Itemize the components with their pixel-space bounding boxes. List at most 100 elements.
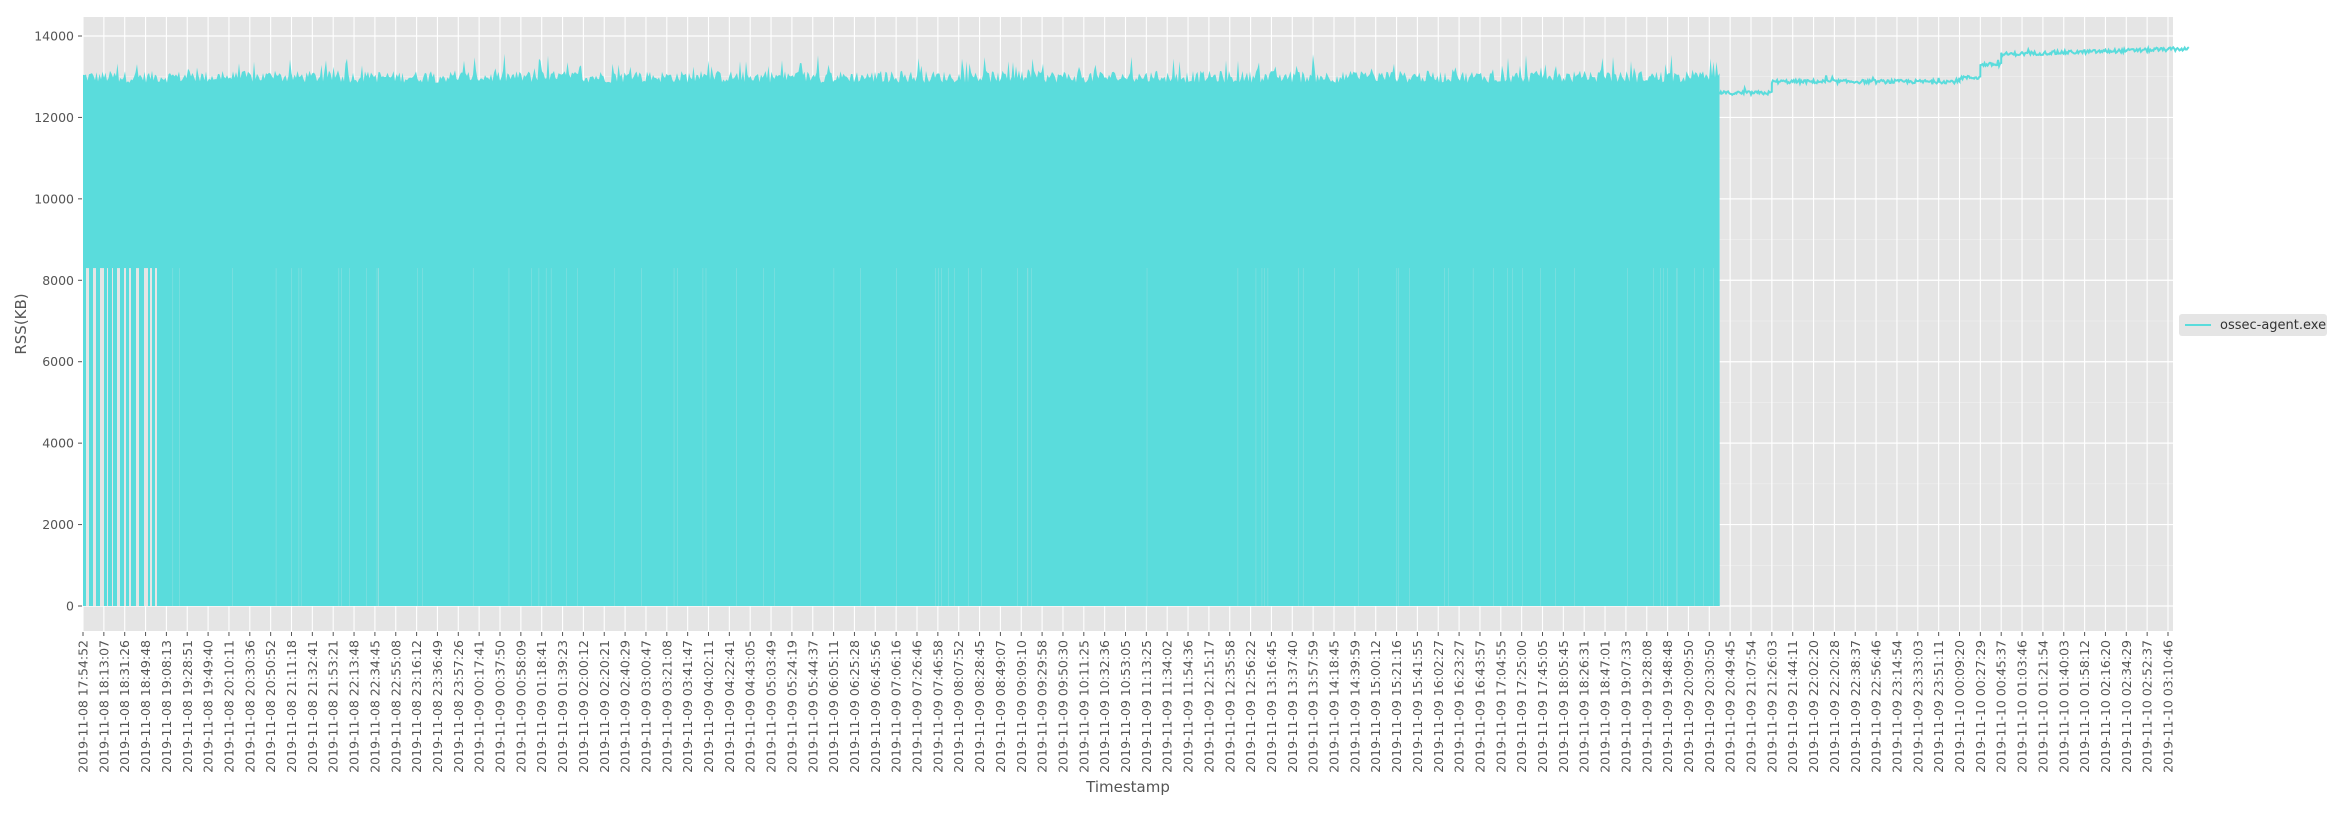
x-tick-label: 2019-11-09 22:38:37 — [1848, 640, 1863, 773]
x-tick-label: 2019-11-09 09:29:58 — [1035, 640, 1050, 773]
x-tick-label: 2019-11-10 02:34:29 — [2119, 640, 2134, 773]
x-axis-label: Timestamp — [1085, 778, 1170, 796]
x-tick-label: 2019-11-09 11:54:36 — [1181, 640, 1196, 773]
x-tick-label: 2019-11-09 11:34:02 — [1160, 640, 1175, 773]
x-tick-label: 2019-11-09 05:03:49 — [764, 640, 779, 773]
x-tick-label: 2019-11-09 13:16:45 — [1264, 640, 1279, 773]
x-tick-label: 2019-11-09 10:11:25 — [1076, 640, 1091, 773]
x-tick-label: 2019-11-09 02:20:21 — [597, 640, 612, 773]
x-tick-label: 2019-11-09 08:07:52 — [951, 640, 966, 773]
x-tick-label: 2019-11-09 19:48:48 — [1660, 640, 1675, 773]
x-tick-label: 2019-11-09 22:56:46 — [1869, 640, 1884, 773]
x-tick-label: 2019-11-10 01:58:12 — [2077, 640, 2092, 773]
legend: ossec-agent.exe — [2179, 314, 2327, 336]
x-tick-label: 2019-11-09 18:26:31 — [1577, 640, 1592, 773]
x-tick-label: 2019-11-09 04:43:05 — [743, 640, 758, 773]
y-axis: 0 2000 4000 6000 8000 10000 12000 14000 — [34, 29, 82, 614]
x-tick-label: 2019-11-09 20:09:50 — [1681, 640, 1696, 773]
x-tick-label: 2019-11-10 03:10:46 — [2161, 640, 2176, 773]
x-tick-label: 2019-11-09 00:37:50 — [493, 640, 508, 773]
x-tick-label: 2019-11-10 01:03:46 — [2015, 640, 2030, 773]
x-axis: 2019-11-08 17:54:52 2019-11-08 18:13:07 20… — [76, 632, 2176, 773]
x-tick-label: 2019-11-09 07:06:16 — [889, 640, 904, 773]
x-tick-label: 2019-11-09 05:24:19 — [784, 640, 799, 773]
y-axis-label: RSS(KB) — [12, 293, 30, 354]
y-tick-label: 2000 — [42, 517, 74, 532]
x-tick-label: 2019-11-09 02:40:29 — [618, 640, 633, 773]
x-tick-label: 2019-11-08 18:13:07 — [96, 640, 111, 773]
x-tick-label: 2019-11-09 12:56:22 — [1243, 640, 1258, 773]
x-tick-label: 2019-11-08 22:13:48 — [347, 640, 362, 773]
x-tick-label: 2019-11-09 06:45:56 — [868, 640, 883, 773]
x-tick-label: 2019-11-08 19:08:13 — [159, 640, 174, 773]
x-tick-label: 2019-11-08 20:30:36 — [242, 640, 257, 773]
x-tick-label: 2019-11-09 17:45:05 — [1535, 640, 1550, 773]
x-tick-label: 2019-11-09 15:41:55 — [1410, 640, 1425, 773]
x-tick-label: 2019-11-08 21:11:18 — [284, 640, 299, 773]
y-tick-label: 10000 — [34, 191, 74, 206]
x-tick-label: 2019-11-09 12:35:58 — [1222, 640, 1237, 773]
x-tick-label: 2019-11-08 20:10:11 — [221, 640, 236, 773]
x-tick-label: 2019-11-09 08:28:45 — [972, 640, 987, 773]
x-tick-label: 2019-11-09 14:39:59 — [1347, 640, 1362, 773]
x-tick-label: 2019-11-08 17:54:52 — [76, 640, 91, 773]
x-tick-label: 2019-11-08 18:49:48 — [138, 640, 153, 773]
x-tick-label: 2019-11-09 23:51:11 — [1931, 640, 1946, 773]
x-tick-label: 2019-11-09 05:44:37 — [805, 640, 820, 773]
y-tick-label: 12000 — [34, 110, 74, 125]
x-tick-label: 2019-11-09 23:14:54 — [1889, 640, 1904, 773]
x-tick-label: 2019-11-09 00:58:09 — [513, 640, 528, 773]
x-tick-label: 2019-11-08 23:16:12 — [409, 640, 424, 773]
x-tick-label: 2019-11-09 09:09:10 — [1014, 640, 1029, 773]
x-tick-label: 2019-11-09 22:02:20 — [1806, 640, 1821, 773]
x-tick-label: 2019-11-09 15:00:12 — [1368, 640, 1383, 773]
x-tick-label: 2019-11-09 00:17:41 — [472, 640, 487, 773]
y-tick-label: 8000 — [42, 273, 74, 288]
x-tick-label: 2019-11-09 21:26:03 — [1764, 640, 1779, 773]
x-tick-label: 2019-11-09 07:26:46 — [910, 640, 925, 773]
x-tick-label: 2019-11-08 18:31:26 — [117, 640, 132, 773]
x-tick-label: 2019-11-08 21:53:21 — [326, 640, 341, 773]
x-tick-label: 2019-11-09 22:20:28 — [1827, 640, 1842, 773]
x-tick-label: 2019-11-09 17:04:55 — [1493, 640, 1508, 773]
x-tick-label: 2019-11-08 21:32:41 — [305, 640, 320, 773]
x-tick-label: 2019-11-09 18:47:01 — [1598, 640, 1613, 773]
y-tick-label: 14000 — [34, 29, 74, 44]
x-tick-label: 2019-11-08 20:50:52 — [263, 640, 278, 773]
y-tick-label: 6000 — [42, 354, 74, 369]
x-tick-label: 2019-11-08 22:55:08 — [388, 640, 403, 773]
x-tick-label: 2019-11-09 20:30:50 — [1702, 640, 1717, 773]
x-tick-label: 2019-11-09 03:21:08 — [659, 640, 674, 773]
x-tick-label: 2019-11-09 13:37:40 — [1285, 640, 1300, 773]
x-tick-label: 2019-11-09 01:39:23 — [555, 640, 570, 773]
x-tick-label: 2019-11-10 00:45:37 — [1994, 640, 2009, 773]
x-tick-label: 2019-11-10 00:09:20 — [1952, 640, 1967, 773]
x-tick-label: 2019-11-09 16:02:27 — [1431, 640, 1446, 773]
x-tick-label: 2019-11-09 11:13:25 — [1139, 640, 1154, 773]
x-tick-label: 2019-11-09 04:02:11 — [701, 640, 716, 773]
x-tick-label: 2019-11-09 23:33:03 — [1910, 640, 1925, 773]
x-tick-label: 2019-11-09 19:07:33 — [1618, 640, 1633, 773]
x-tick-label: 2019-11-09 15:21:16 — [1389, 640, 1404, 773]
x-tick-label: 2019-11-09 17:25:00 — [1514, 640, 1529, 773]
x-tick-label: 2019-11-10 01:40:03 — [2056, 640, 2071, 773]
x-tick-label: 2019-11-09 03:41:47 — [680, 640, 695, 773]
x-tick-label: 2019-11-09 04:22:41 — [722, 640, 737, 773]
x-tick-label: 2019-11-09 21:44:11 — [1785, 640, 1800, 773]
x-tick-label: 2019-11-09 13:57:59 — [1306, 640, 1321, 773]
x-tick-label: 2019-11-09 06:05:11 — [826, 640, 841, 773]
x-tick-label: 2019-11-09 10:53:05 — [1118, 640, 1133, 773]
x-tick-label: 2019-11-08 23:36:49 — [430, 640, 445, 773]
x-tick-label: 2019-11-10 02:16:20 — [2098, 640, 2113, 773]
legend-label: ossec-agent.exe — [2220, 317, 2327, 333]
x-tick-label: 2019-11-08 19:28:51 — [180, 640, 195, 773]
x-tick-label: 2019-11-08 23:57:26 — [451, 640, 466, 773]
x-tick-label: 2019-11-09 21:07:54 — [1744, 640, 1759, 773]
x-tick-label: 2019-11-09 18:05:45 — [1556, 640, 1571, 773]
x-tick-label: 2019-11-09 07:46:58 — [930, 640, 945, 773]
x-tick-label: 2019-11-09 16:43:57 — [1472, 640, 1487, 773]
y-tick-label: 4000 — [42, 436, 74, 451]
x-tick-label: 2019-11-09 20:49:45 — [1723, 640, 1738, 773]
x-tick-label: 2019-11-09 02:00:12 — [576, 640, 591, 773]
y-tick-label: 0 — [66, 599, 74, 614]
